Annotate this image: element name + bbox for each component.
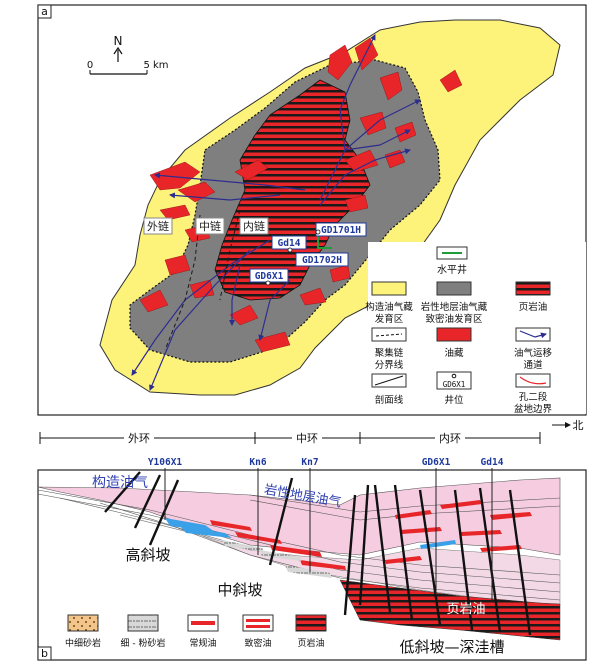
north-label: N [114, 34, 123, 48]
well-lines [164, 468, 493, 600]
label-middle-chain: 中链 [199, 219, 221, 233]
legend-structural-l2: 发育区 [375, 313, 404, 325]
legend-conventional-oil: 常规油 [189, 637, 216, 649]
label-mid-slope: 中斜坡 [217, 581, 262, 599]
panel-b: Y106X1 Kn6 Kn7 GD6X1 Gd14 构造油气 岩性地层油气 高斜… [37, 457, 587, 661]
legend-panel-a: 水平井 构造油气藏 发育区 岩性地层油气藏 致密油发育区 页岩油 聚集链 分界线… [365, 242, 586, 415]
legend-migration-l1: 油气运移 [514, 347, 553, 359]
section-well-kn6: Kn6 [249, 457, 266, 468]
legend-section-line: 剖面线 [375, 394, 404, 406]
legend-panel-b: 中细砂岩 细 - 粉砂岩 常规油 致密油 页岩油 [65, 614, 327, 649]
legend-reservoir: 油藏 [444, 347, 464, 359]
label-inner-chain: 内链 [243, 219, 265, 233]
legend-kong2-l1: 孔二段 [519, 391, 548, 403]
panel-a: 外链 中链 内链 GD1701H Gd14 GD1702H GD6X1 a [37, 4, 587, 416]
migration-paths [131, 34, 421, 391]
legend-chain-boundary-l2: 分界线 [375, 359, 404, 371]
ring-axis: 外环 中环 内环 北 [39, 419, 584, 445]
label-structural-oil: 构造油气 [92, 475, 148, 491]
scale-length: 5 km [143, 60, 168, 71]
chain-boundaries [164, 209, 241, 351]
label-low-slope: 低斜坡—深洼槽 [399, 638, 504, 656]
faults [104, 471, 532, 636]
legend-chain-boundary-l1: 聚集链 [375, 347, 404, 359]
well-label-gd6x1: GD6X1 [255, 271, 284, 282]
section-well-gd14: Gd14 [481, 457, 504, 468]
legend-horizontal-well: 水平井 [437, 263, 467, 276]
section-shale-oil [339, 579, 561, 641]
ring-inner-label: 内环 [439, 431, 461, 445]
north-arrow-label: 北 [573, 419, 584, 432]
section-well-y106x1: Y106X1 [148, 457, 183, 468]
section-well-gd6x1: GD6X1 [422, 457, 451, 468]
scale-bar: 0 5 km [87, 60, 169, 75]
legend-tight-oil: 致密油 [244, 637, 271, 649]
ring-outer-label: 外环 [128, 432, 150, 445]
north-arrow: N [113, 34, 123, 62]
legend-well-site-code: GD6X1 [443, 380, 466, 389]
legend-shale-oil-b: 页岩油 [297, 637, 324, 649]
horizontal-well-track [317, 232, 332, 249]
well-sites [265, 229, 321, 286]
well-label-gd1702h: GD1702H [302, 255, 342, 266]
panel-b-label: b [41, 647, 48, 660]
legend-migration-l2: 通道 [523, 359, 543, 371]
legend-litho-l1: 岩性地层油气藏 [421, 301, 488, 313]
well-label-gd14: Gd14 [278, 238, 301, 249]
section-well-kn7: Kn7 [301, 457, 318, 468]
legend-structural-l1: 构造油气藏 [365, 301, 413, 313]
well-label-gd1701h: GD1701H [321, 225, 361, 236]
legend-kong2-l2: 盆地边界 [514, 403, 553, 415]
ring-middle-label: 中环 [296, 432, 318, 445]
panel-a-label: a [41, 5, 48, 18]
label-outer-chain: 外链 [147, 219, 169, 233]
legend-medium-fine-sandstone: 中细砂岩 [65, 637, 101, 649]
legend-fine-siltstone: 细 - 粉砂岩 [121, 637, 166, 649]
label-section-shale-oil: 页岩油 [446, 602, 485, 617]
label-high-slope: 高斜坡 [125, 546, 170, 564]
legend-well-site: 井位 [444, 394, 464, 406]
legend-litho-l2: 致密油发育区 [425, 313, 483, 325]
legend-shale-oil: 页岩油 [519, 301, 548, 313]
scale-zero: 0 [87, 60, 93, 71]
